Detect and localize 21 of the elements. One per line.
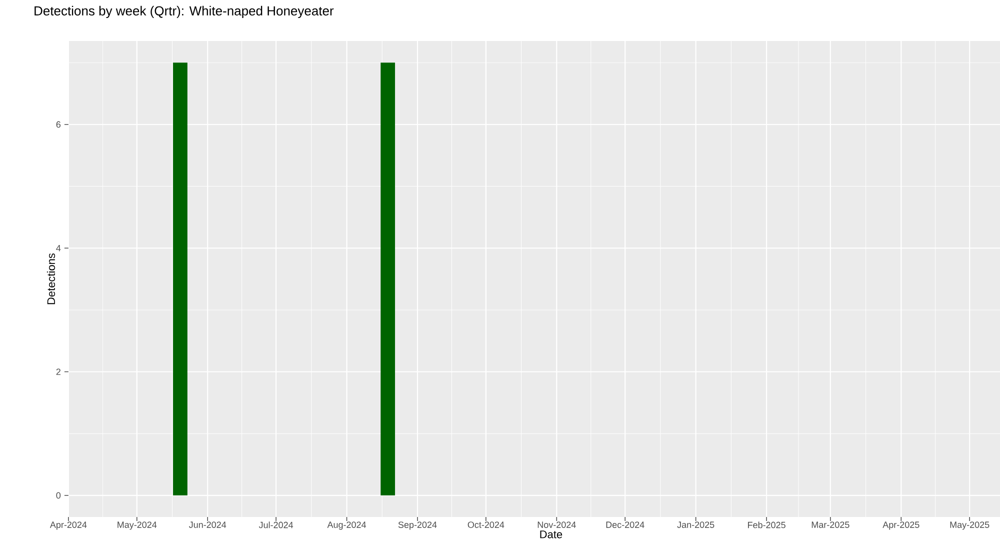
x-tick-label: May-2024 — [118, 522, 157, 530]
x-tick-label: Nov-2024 — [538, 522, 576, 528]
x-tick-label: Feb-2025 — [748, 522, 786, 528]
x-tick-label: Jun-2024 — [188, 522, 226, 528]
x-tick-label: Sep-2024 — [398, 522, 437, 530]
y-tick-label: 2 — [56, 368, 60, 375]
x-tick-label: Jul-2024 — [258, 522, 294, 528]
x-tick-label: May-2025 — [950, 522, 990, 530]
x-tick-label: Apr-2025 — [882, 522, 920, 530]
x-tick-label: Mar-2025 — [812, 522, 850, 528]
y-tick-label: 6 — [56, 121, 61, 128]
x-tick-label: Oct-2024 — [468, 522, 504, 528]
x-tick-label: Aug-2024 — [327, 522, 366, 530]
x-axis-title: Date — [540, 530, 562, 538]
y-axis-title: Detections — [46, 253, 56, 304]
x-tick-label: Apr-2024 — [50, 522, 87, 530]
y-tick-label: 4 — [56, 245, 61, 252]
y-tick-label: 0 — [56, 492, 61, 499]
chart-title: Detections by week (Qrtr): White-naped Honeyeater — [34, 6, 334, 18]
x-tick-label: Dec-2024 — [606, 522, 644, 528]
x-tick-label: Jan-2025 — [677, 522, 714, 528]
